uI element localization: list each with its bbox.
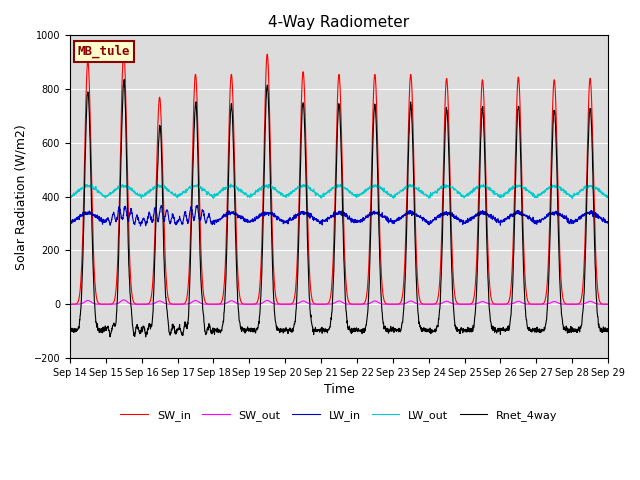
Rnet_4way [216, 330, 224, 336]
LW_out [355, 193, 362, 199]
SW_in [604, 301, 612, 307]
SW_out [355, 301, 362, 307]
Rnet_4way [557, 303, 564, 309]
SW_in [66, 301, 74, 307]
SW_in [216, 300, 224, 306]
SW_out [604, 301, 612, 307]
SW_in [138, 301, 145, 307]
Rnet_4way [367, 237, 374, 243]
LW_in [66, 219, 74, 225]
Rnet_4way [66, 326, 74, 332]
LW_in [604, 219, 612, 225]
Rnet_4way [120, 77, 128, 83]
Line: LW_in: LW_in [70, 205, 608, 226]
LW_out [216, 190, 224, 195]
Line: SW_in: SW_in [70, 51, 608, 304]
Text: MB_tule: MB_tule [78, 45, 131, 59]
SW_in [496, 301, 504, 307]
LW_in [367, 212, 374, 218]
SW_out [66, 301, 74, 307]
LW_out [495, 194, 503, 200]
LW_out [572, 192, 580, 197]
Rnet_4way [142, 334, 150, 340]
LW_out [604, 194, 612, 200]
X-axis label: Time: Time [324, 383, 355, 396]
Rnet_4way [572, 327, 580, 333]
Rnet_4way [355, 327, 363, 333]
Y-axis label: Solar Radiation (W/m2): Solar Radiation (W/m2) [15, 124, 28, 270]
LW_out [557, 186, 564, 192]
SW_in [120, 48, 127, 54]
Rnet_4way [496, 327, 504, 333]
LW_in [496, 219, 504, 225]
LW_in [355, 219, 363, 225]
SW_out [572, 301, 580, 307]
LW_in [216, 217, 224, 223]
Line: SW_out: SW_out [70, 300, 608, 304]
Legend: SW_in, SW_out, LW_in, LW_out, Rnet_4way: SW_in, SW_out, LW_in, LW_out, Rnet_4way [116, 406, 562, 425]
LW_in [557, 212, 564, 218]
Line: Rnet_4way: Rnet_4way [70, 80, 608, 337]
SW_out [568, 301, 576, 307]
Title: 4-Way Radiometer: 4-Way Radiometer [268, 15, 410, 30]
SW_out [120, 297, 127, 303]
SW_out [367, 300, 374, 306]
Line: LW_out: LW_out [70, 184, 608, 199]
LW_in [157, 203, 165, 208]
LW_out [367, 183, 374, 189]
SW_in [572, 301, 580, 307]
LW_out [66, 194, 74, 200]
SW_out [216, 301, 224, 307]
SW_in [367, 208, 374, 214]
LW_out [568, 196, 576, 202]
SW_in [557, 276, 564, 281]
Rnet_4way [604, 326, 612, 332]
LW_in [136, 223, 144, 229]
LW_out [227, 181, 234, 187]
LW_in [572, 217, 580, 223]
SW_out [495, 301, 503, 307]
SW_in [355, 301, 363, 307]
SW_out [557, 301, 564, 307]
